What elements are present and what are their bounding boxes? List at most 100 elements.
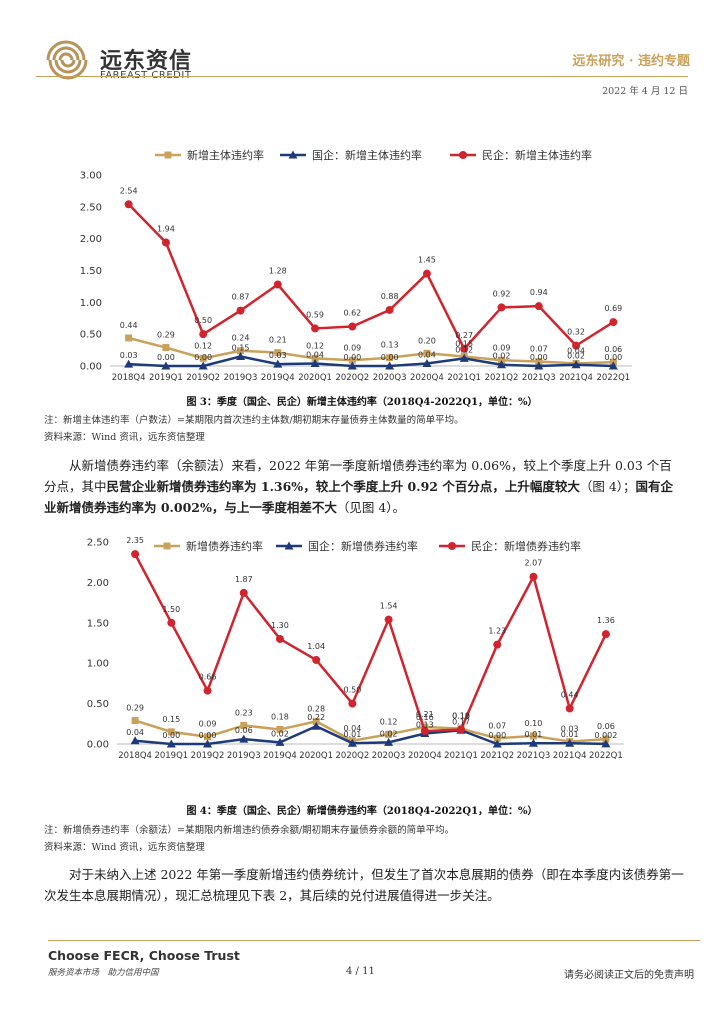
data-point xyxy=(602,735,610,743)
data-label: 0.19 xyxy=(452,712,470,721)
data-point xyxy=(274,349,282,357)
figure3-note: 注：新增主体违约率（户数法）=某期限内首次违约主体数/期初期末存量债券主体数量的… xyxy=(44,415,464,426)
data-point xyxy=(310,358,320,367)
data-point xyxy=(572,341,581,350)
data-label: 0.21 xyxy=(269,336,287,345)
x-tick-label: 2021Q4 xyxy=(559,373,593,383)
data-point xyxy=(384,737,394,746)
series-line xyxy=(134,553,608,733)
data-label: 1.30 xyxy=(271,621,289,630)
data-label: 0.12 xyxy=(455,345,473,354)
data-label: 1.23 xyxy=(488,627,506,636)
data-point xyxy=(203,686,212,695)
data-point xyxy=(198,361,208,370)
y-tick-label: 1.00 xyxy=(87,659,109,670)
data-label: 0.62 xyxy=(343,309,361,318)
legend-label: 新增主体违约率 xyxy=(187,148,264,162)
data-label: 0.15 xyxy=(162,715,180,724)
data-label: 0.07 xyxy=(530,345,548,354)
data-label: 0.04 xyxy=(343,724,361,733)
data-point xyxy=(275,634,284,643)
data-label: 0.09 xyxy=(493,343,511,352)
x-tick-label: 2022Q1 xyxy=(589,751,623,761)
data-label: 0.00 xyxy=(343,353,361,362)
data-point xyxy=(162,344,170,352)
series-line xyxy=(128,355,614,368)
data-label: 0.00 xyxy=(488,731,506,740)
legend-label: 民企：新增主体违约率 xyxy=(482,148,592,162)
data-label: 0.03 xyxy=(561,725,579,734)
x-tick-label: 2019Q1 xyxy=(149,373,183,383)
data-label: 0.66 xyxy=(199,673,217,682)
data-point xyxy=(534,302,543,311)
data-point xyxy=(311,324,320,333)
y-tick-label: 0.50 xyxy=(87,699,109,710)
x-tick-label: 2019Q4 xyxy=(263,751,297,761)
data-label: 0.29 xyxy=(126,704,144,713)
chart-figure3: 0.00 0.50 1.00 1.50 2.00 2.50 3.00 2018Q4 2019Q1… xyxy=(80,148,632,383)
data-label: 0.32 xyxy=(567,328,585,337)
x-tick-label: 2019Q3 xyxy=(227,751,261,761)
data-label: 0.002 xyxy=(594,731,617,740)
data-label: 0.18 xyxy=(271,712,289,721)
data-point xyxy=(311,354,319,362)
data-label: 0.23 xyxy=(235,708,253,717)
y-tick-label: 1.50 xyxy=(80,266,102,277)
data-point xyxy=(166,739,176,748)
figure4-caption: 图 4：季度（国企、民企）新增债券违约率（2018Q4-2022Q1，单位：%） xyxy=(186,806,538,817)
data-point xyxy=(199,354,207,362)
data-point xyxy=(529,732,537,740)
x-tick-label: 2020Q2 xyxy=(336,751,370,761)
x-tick-label: 2021Q1 xyxy=(447,373,481,383)
data-point xyxy=(384,615,393,624)
data-point xyxy=(459,353,469,362)
brand-name-en: FAREAST CREDIT xyxy=(100,70,191,81)
data-label: 0.09 xyxy=(199,720,217,729)
data-point xyxy=(124,359,134,368)
y-tick-label: 2.50 xyxy=(87,538,109,549)
data-label: 0.15 xyxy=(455,339,473,348)
data-point xyxy=(493,734,501,742)
data-label: 0.50 xyxy=(343,686,361,695)
section-title: 远东研究 · 违约专题 xyxy=(572,54,690,69)
figure3-source: 资料来源：Wind 资讯，远东资信整理 xyxy=(44,432,205,443)
data-label: 0.59 xyxy=(306,310,324,319)
data-point xyxy=(311,721,321,730)
data-point xyxy=(385,305,394,314)
data-label: 0.13 xyxy=(381,341,399,350)
y-tick-label: 2.50 xyxy=(80,202,102,213)
series-line xyxy=(128,336,614,365)
data-label: 0.03 xyxy=(120,351,138,360)
x-tick-label: 2018Q4 xyxy=(118,751,152,761)
data-label: 0.92 xyxy=(493,289,511,298)
data-label: 0.00 xyxy=(199,731,217,740)
data-label: 2.35 xyxy=(126,536,144,545)
x-tick-label: 2020Q3 xyxy=(372,751,406,761)
y-tick-label: 0.00 xyxy=(87,740,109,751)
data-point xyxy=(565,738,575,747)
data-label: 0.00 xyxy=(604,353,622,362)
x-tick-label: 2021Q2 xyxy=(485,373,519,383)
data-label: 0.17 xyxy=(452,717,470,726)
x-tick-label: 2019Q1 xyxy=(154,751,188,761)
figure4-source: 资料来源：Wind 资讯，远东资信整理 xyxy=(44,842,205,853)
legend-label: 民企：新增债券违约率 xyxy=(471,539,581,553)
data-point xyxy=(236,306,245,315)
x-tick-label: 2020Q1 xyxy=(299,751,333,761)
data-point xyxy=(492,739,502,748)
x-tick-label: 2021Q3 xyxy=(522,373,556,383)
data-point xyxy=(167,618,176,627)
data-label: 1.94 xyxy=(157,224,175,233)
data-label: 0.02 xyxy=(493,352,511,361)
data-label: 0.27 xyxy=(455,331,473,340)
data-label: 1.54 xyxy=(380,602,398,611)
data-label: 0.02 xyxy=(380,729,398,738)
figure3-caption: 图 3：季度（国企、民企）新增主体违约率（2018Q4-2022Q1，单位：%） xyxy=(186,397,538,408)
data-label: 0.12 xyxy=(194,341,212,350)
data-label: 0.03 xyxy=(269,351,287,360)
y-tick-label: 3.00 xyxy=(80,171,102,182)
paragraph-1-text-b: （图 4）； xyxy=(579,479,636,494)
page-number: 4 / 11 xyxy=(346,966,375,977)
data-point xyxy=(276,725,284,733)
